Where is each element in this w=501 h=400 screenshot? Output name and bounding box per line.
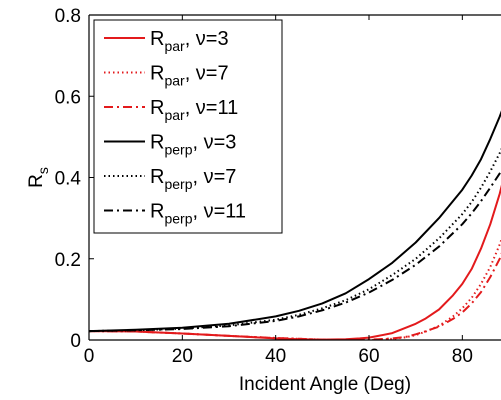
x-tick-label: 60 [358, 346, 379, 367]
legend-box [93, 19, 283, 234]
y-axis-label: Rs [26, 167, 51, 188]
series-line-6 [89, 169, 501, 333]
legend-label-5: Rperp, ν=7 [150, 166, 236, 192]
legend-label-3: Rpar, ν=11 [150, 97, 238, 123]
x-tick-label: 0 [84, 346, 95, 367]
legend-label-1: Rpar, ν=3 [150, 28, 229, 54]
y-tick-label: 0.4 [55, 169, 82, 190]
legend-label-6: Rperp, ν=11 [150, 201, 246, 227]
x-tick-label: 20 [172, 346, 193, 367]
legend-label-2: Rpar, ν=7 [150, 63, 229, 89]
series-line-4 [89, 110, 501, 333]
y-tick-label: 0.8 [55, 6, 81, 27]
x-axis-label: Incident Angle (Deg) [239, 374, 411, 395]
x-tick-label: 80 [452, 346, 473, 367]
x-tick-label: 40 [265, 346, 286, 367]
y-tick-label: 0.6 [55, 87, 81, 108]
y-tick-label: 0 [70, 331, 81, 352]
series-line-5 [89, 147, 501, 333]
series-line-3 [89, 252, 501, 340]
legend-label-4: Rperp, ν=3 [150, 132, 236, 158]
y-tick-label: 0.2 [55, 250, 81, 271]
